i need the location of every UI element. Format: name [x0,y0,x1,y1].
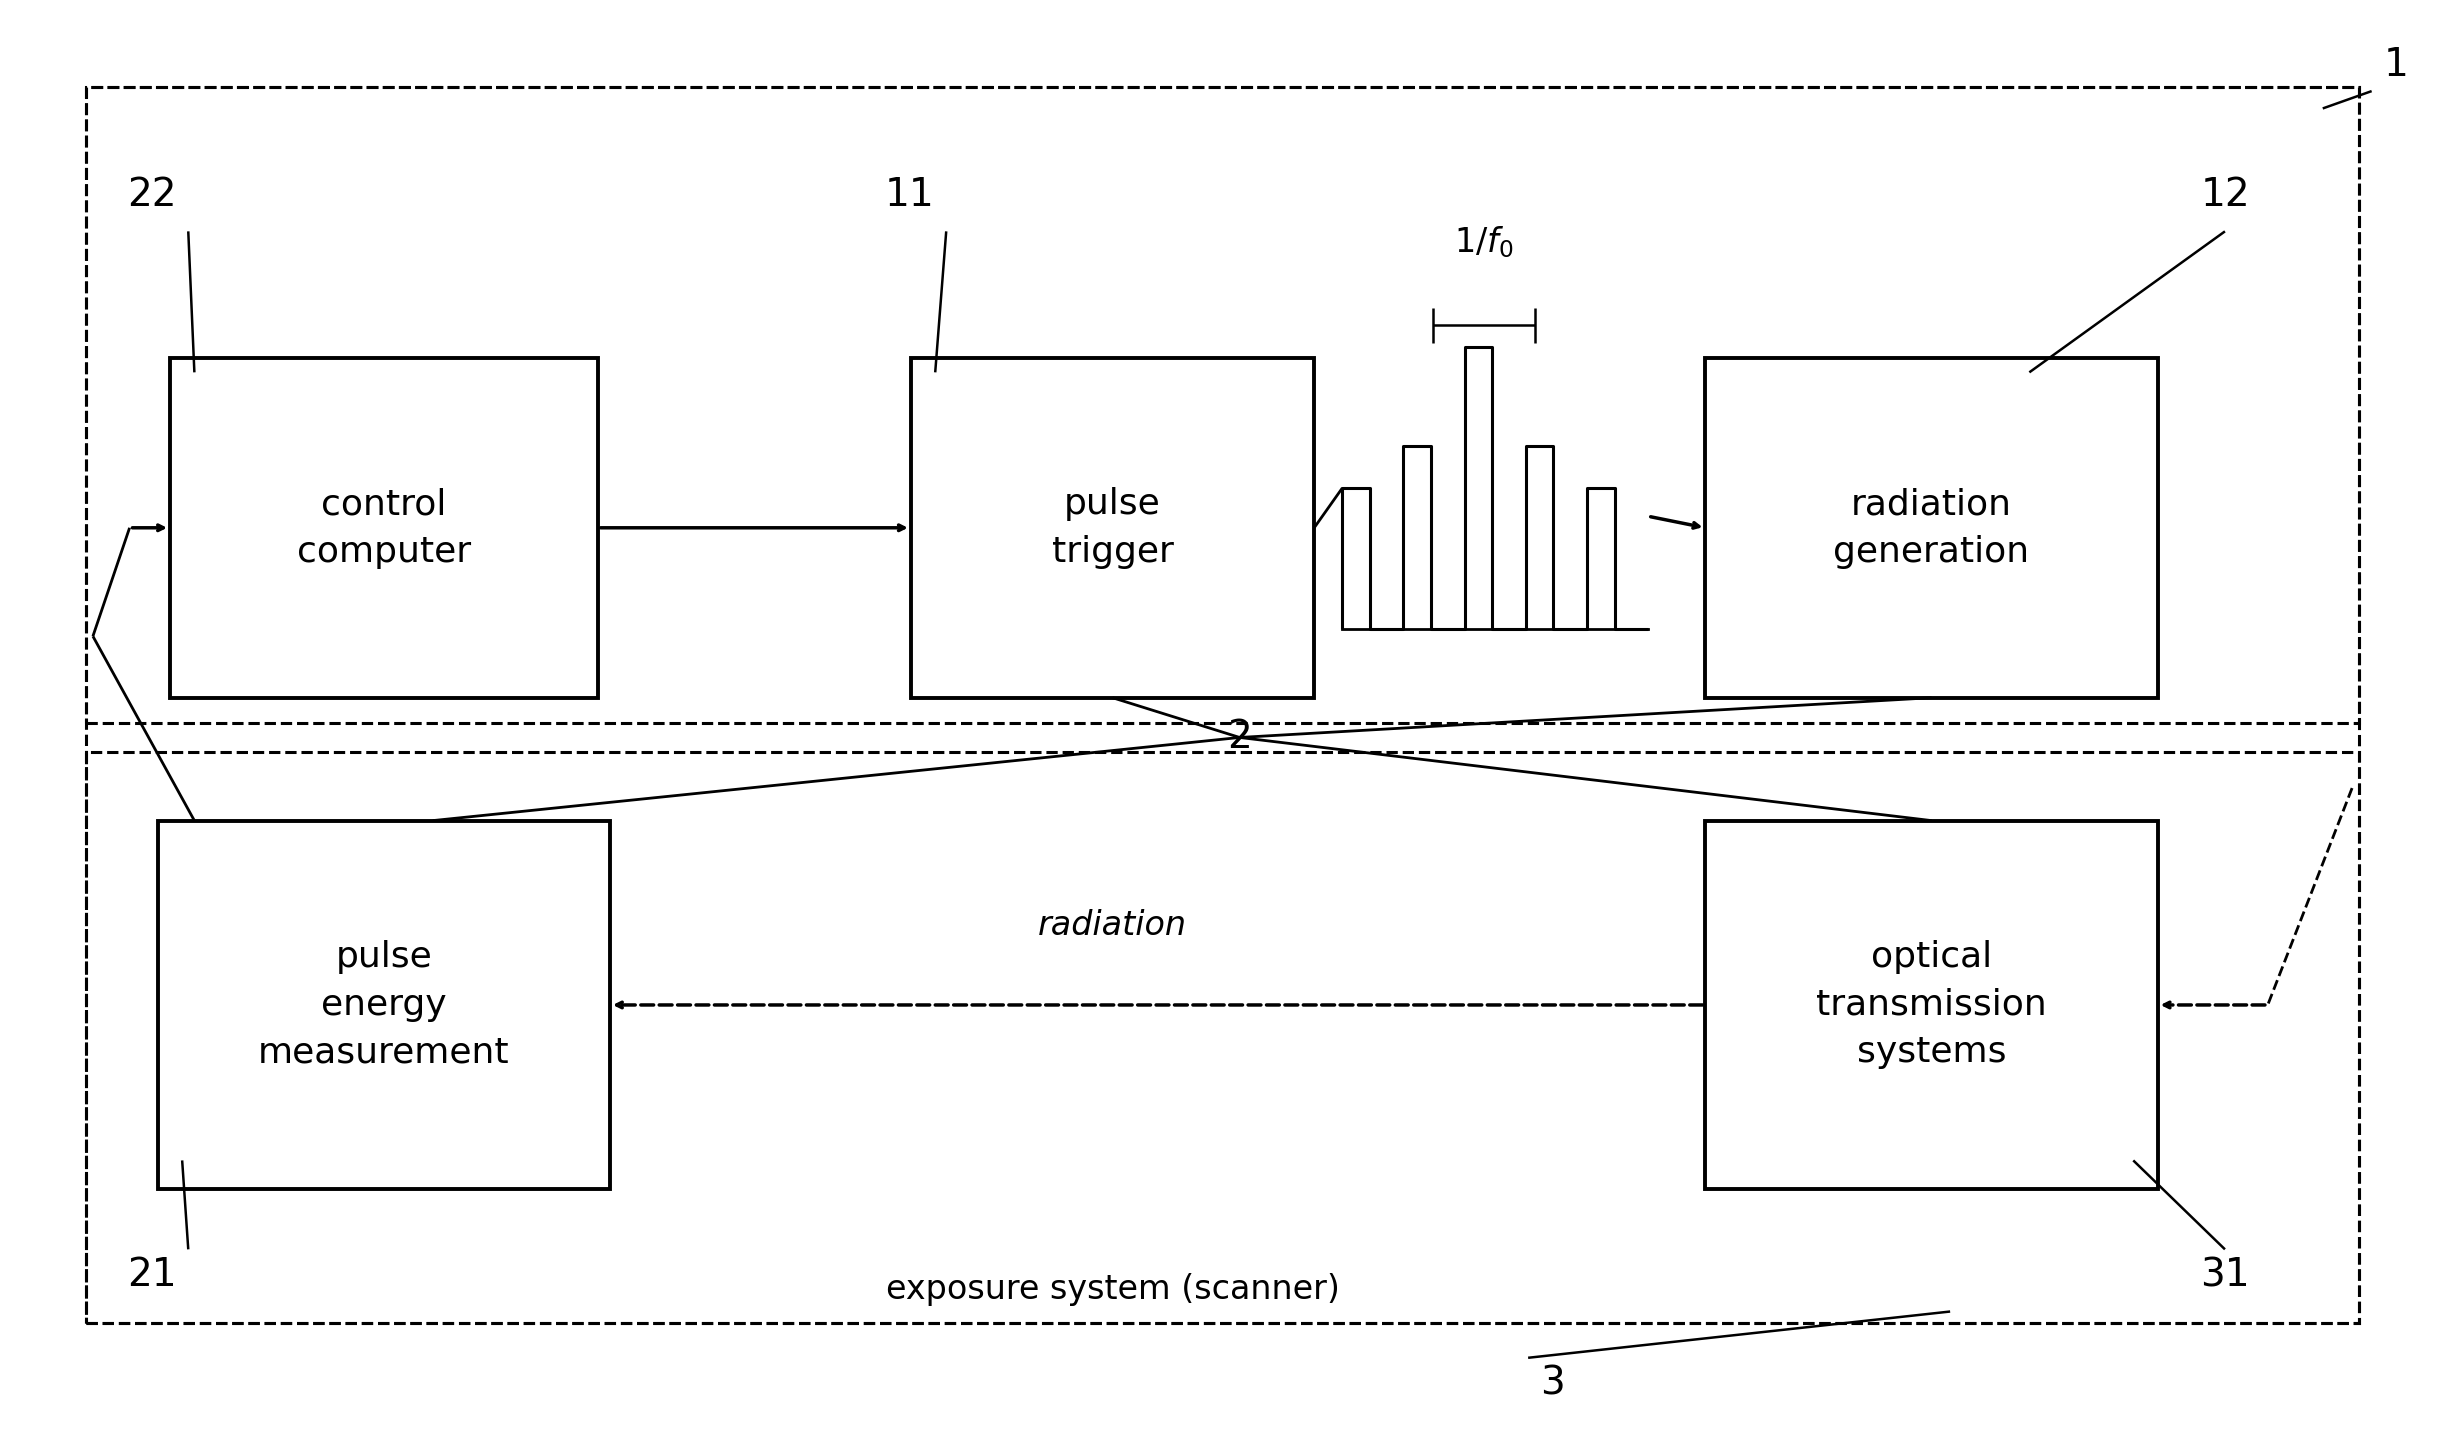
Text: exposure system (scanner): exposure system (scanner) [885,1274,1340,1306]
Bar [910,357,1315,697]
Bar [1707,357,2159,697]
Bar [86,87,2359,723]
Text: 3: 3 [1540,1365,1565,1403]
Text: pulse
energy
measurement: pulse energy measurement [259,940,509,1070]
Text: 12: 12 [2200,176,2249,214]
Text: 11: 11 [885,176,934,214]
Bar [1707,821,2159,1189]
Bar [156,821,611,1189]
Text: 1: 1 [2384,46,2408,84]
Bar [86,87,2359,1323]
Text: $1/f_0$: $1/f_0$ [1455,224,1513,260]
Text: radiation: radiation [1039,910,1186,941]
Text: optical
transmission
systems: optical transmission systems [1817,940,2046,1070]
Text: control
computer: control computer [296,487,472,568]
Text: radiation
generation: radiation generation [1834,487,2029,568]
Text: 22: 22 [127,176,176,214]
Text: pulse
trigger: pulse trigger [1051,487,1174,568]
Text: 21: 21 [127,1257,176,1294]
Text: 2: 2 [1227,719,1252,756]
Text: 31: 31 [2200,1257,2249,1294]
Bar [171,357,597,697]
Bar [86,752,2359,1323]
